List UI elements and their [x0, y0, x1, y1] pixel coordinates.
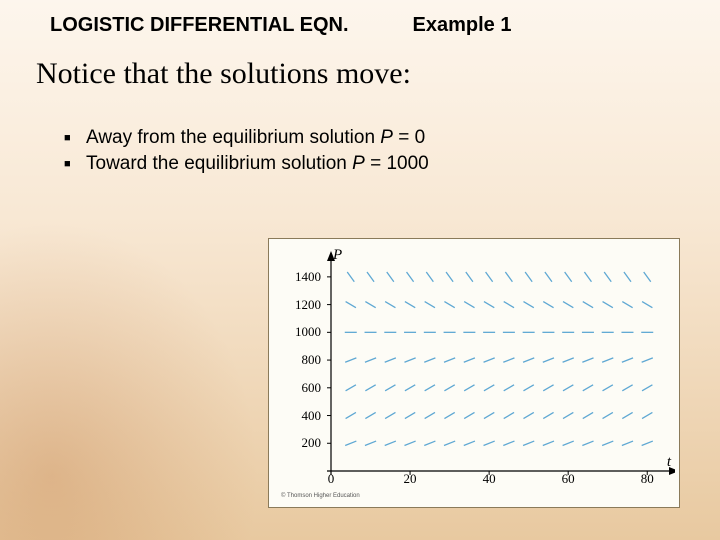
- y-tick: 1200: [281, 297, 321, 313]
- x-tick: 60: [556, 471, 580, 487]
- y-tick: 400: [281, 408, 321, 424]
- slide-header: LOGISTIC DIFFERENTIAL EQN. Example 1: [0, 0, 720, 45]
- bullet-var: P: [380, 127, 393, 148]
- bullet-list: Away from the equilibrium solution P = 0…: [0, 109, 720, 175]
- bullet-text-rest: = 1000: [365, 153, 429, 174]
- x-tick: 0: [319, 471, 343, 487]
- bullet-text-rest: = 0: [393, 127, 425, 148]
- x-tick: 20: [398, 471, 422, 487]
- y-tick: 1400: [281, 269, 321, 285]
- direction-field-chart: P t 200400600800100012001400 020406080 ©…: [268, 238, 680, 508]
- bullet-item: Away from the equilibrium solution P = 0: [86, 127, 660, 149]
- y-tick: 1000: [281, 324, 321, 340]
- header-title: LOGISTIC DIFFERENTIAL EQN.: [50, 14, 349, 37]
- background-accent: [0, 220, 260, 540]
- x-tick: 40: [477, 471, 501, 487]
- x-tick: 80: [635, 471, 659, 487]
- y-tick: 600: [281, 380, 321, 396]
- main-statement: Notice that the solutions move:: [0, 45, 720, 109]
- bullet-var: P: [352, 153, 365, 174]
- header-example: Example 1: [413, 14, 512, 37]
- y-tick: 200: [281, 435, 321, 451]
- bullet-text-prefix: Toward the equilibrium solution: [86, 153, 352, 174]
- chart-inner: P t 200400600800100012001400 020406080 ©…: [275, 245, 673, 501]
- direction-field-svg: [275, 245, 675, 501]
- y-tick: 800: [281, 352, 321, 368]
- chart-copyright: © Thomson Higher Education: [281, 493, 360, 499]
- bullet-text-prefix: Away from the equilibrium solution: [86, 127, 380, 148]
- bullet-item: Toward the equilibrium solution P = 1000: [86, 153, 660, 175]
